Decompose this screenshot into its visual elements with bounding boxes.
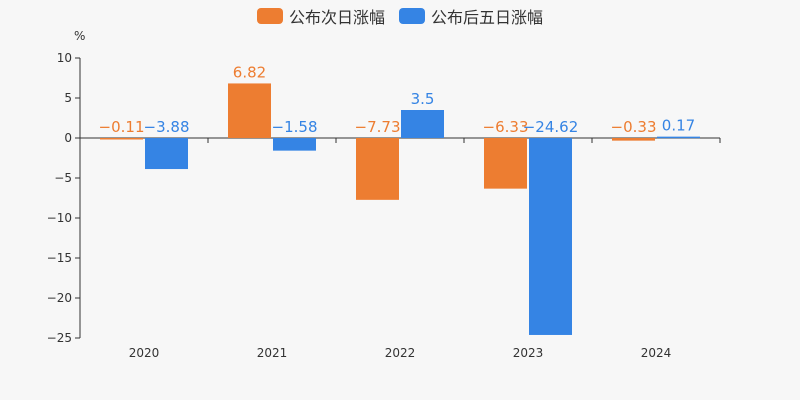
- y-tick-label: 10: [57, 51, 72, 65]
- data-label: −0.33: [611, 118, 657, 136]
- data-label: 0.17: [662, 117, 695, 135]
- x-tick-label: 2023: [513, 346, 544, 360]
- data-label: −3.88: [144, 118, 190, 136]
- legend-item-series-2[interactable]: 公布后五日涨幅: [399, 4, 543, 28]
- data-label: 3.5: [411, 90, 435, 108]
- data-label: −24.62: [523, 118, 579, 136]
- legend-label-series-1: 公布次日涨幅: [288, 8, 385, 27]
- legend-item-series-1[interactable]: 公布次日涨幅: [256, 4, 385, 28]
- y-tick-label: −5: [54, 171, 72, 185]
- bar-five-day-2020[interactable]: [145, 138, 188, 170]
- y-tick-label: −25: [47, 331, 72, 345]
- y-tick-label: −10: [47, 211, 72, 225]
- bar-five-day-2021[interactable]: [273, 138, 316, 151]
- x-tick-label: 2021: [257, 346, 288, 360]
- bar-five-day-2022[interactable]: [401, 110, 444, 138]
- legend-label-series-2: 公布后五日涨幅: [431, 8, 544, 27]
- x-tick-label: 2020: [129, 346, 160, 360]
- y-tick-label: −15: [47, 251, 72, 265]
- bar-next-day-2024[interactable]: [612, 138, 655, 141]
- y-tick-label: −20: [47, 291, 72, 305]
- legend-swatch-series-1: [256, 8, 283, 24]
- bar-next-day-2023[interactable]: [484, 138, 527, 189]
- y-tick-label: 0: [64, 131, 72, 145]
- bar-five-day-2023[interactable]: [529, 138, 572, 335]
- bar-five-day-2024[interactable]: [657, 136, 700, 139]
- data-label: −6.33: [483, 118, 529, 136]
- data-label: −0.11: [99, 118, 145, 136]
- y-axis-unit-label: %: [74, 29, 86, 43]
- y-tick-label: 5: [64, 91, 72, 105]
- data-label: −7.73: [355, 118, 401, 136]
- bar-next-day-2022[interactable]: [356, 138, 399, 200]
- x-tick-label: 2022: [385, 346, 416, 360]
- legend-swatch-series-2: [399, 8, 425, 24]
- bar-next-day-2020[interactable]: [100, 138, 143, 140]
- legend: 公布次日涨幅 公布后五日涨幅: [0, 4, 800, 28]
- data-label: 6.82: [233, 63, 266, 81]
- x-tick-label: 2024: [641, 346, 672, 360]
- bar-next-day-2021[interactable]: [228, 83, 271, 138]
- data-label: −1.58: [272, 118, 318, 136]
